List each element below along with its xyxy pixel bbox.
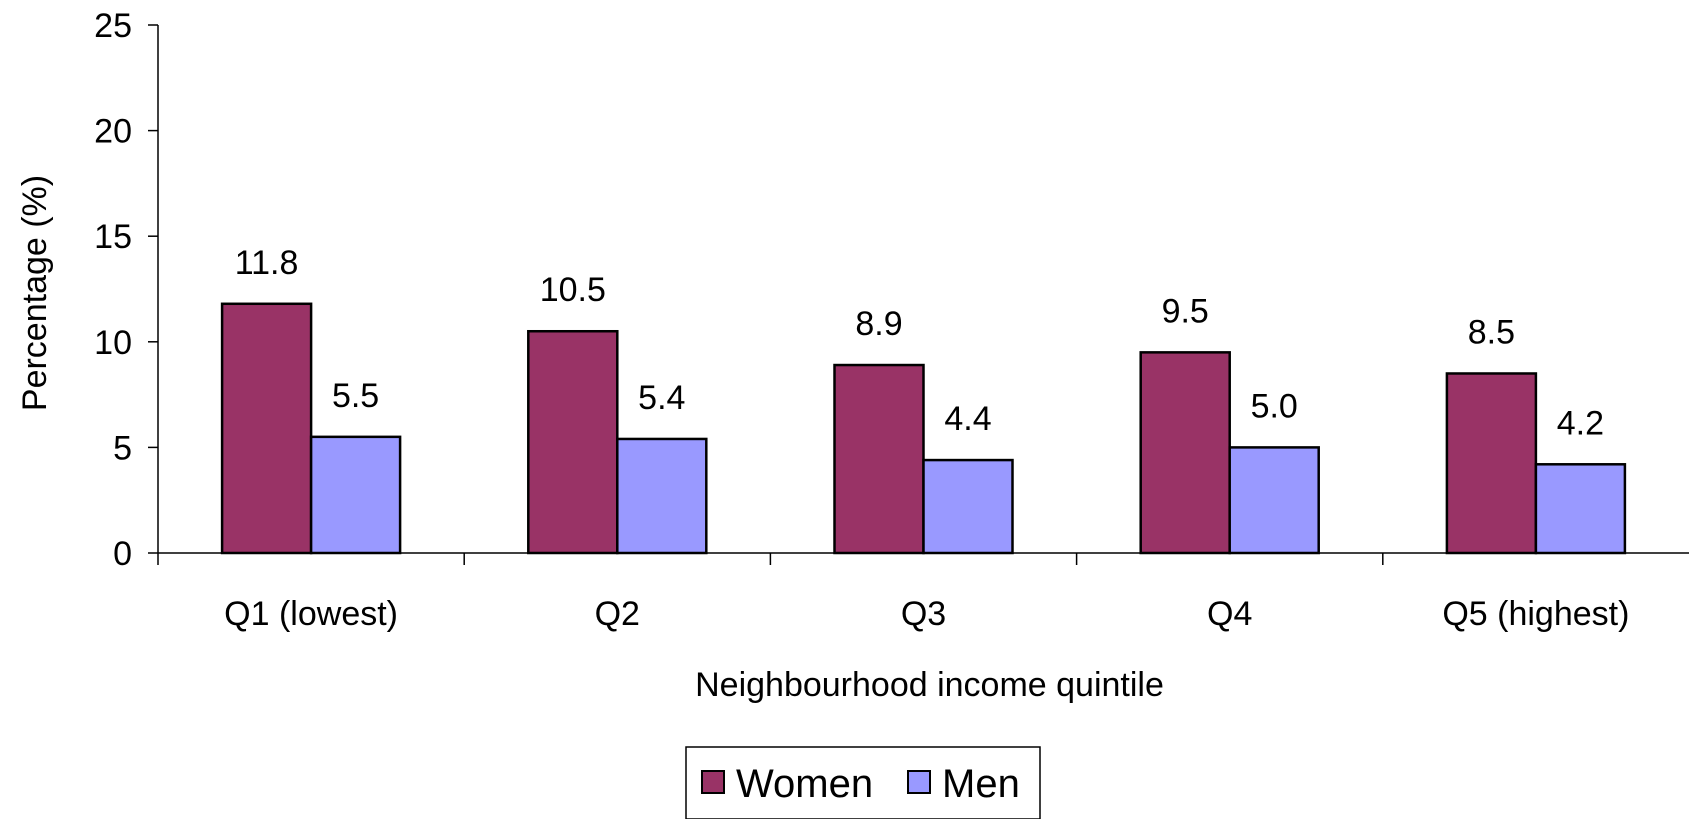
y-axis-title: Percentage (%) bbox=[16, 175, 54, 411]
x-axis bbox=[158, 552, 1689, 565]
y-tick-label: 10 bbox=[94, 324, 132, 362]
category-labels: Q1 (lowest) Q2 Q3 Q4 Q5 (highest) bbox=[224, 595, 1629, 633]
bar-men bbox=[1228, 446, 1320, 555]
legend-label-men: Men bbox=[942, 762, 1020, 806]
data-label-men: 5.5 bbox=[332, 377, 379, 415]
bar-men bbox=[1534, 463, 1627, 555]
bar-women bbox=[527, 329, 619, 555]
category-label: Q1 (lowest) bbox=[224, 595, 398, 633]
y-tick-label: 25 bbox=[94, 7, 132, 45]
y-tick-label: 5 bbox=[113, 429, 132, 467]
legend: Women Men bbox=[685, 746, 1041, 819]
category-label: Q5 (highest) bbox=[1442, 595, 1629, 633]
data-label-women: 9.5 bbox=[1162, 292, 1209, 330]
bar-women bbox=[833, 363, 925, 555]
category-label: Q2 bbox=[595, 595, 640, 633]
bar-men bbox=[922, 458, 1014, 555]
bar-women bbox=[1139, 351, 1231, 555]
legend-swatch-men bbox=[907, 770, 931, 794]
x-axis-title: Neighbourhood income quintile bbox=[695, 666, 1164, 704]
data-label-men: 4.4 bbox=[944, 400, 991, 438]
data-label-women: 11.8 bbox=[235, 244, 299, 282]
data-label-men: 5.0 bbox=[1251, 387, 1298, 425]
bar-men bbox=[309, 435, 402, 555]
data-label-men: 5.4 bbox=[638, 379, 685, 417]
data-label-women: 10.5 bbox=[540, 271, 606, 309]
legend-label-women: Women bbox=[736, 762, 873, 806]
y-tick-label: 0 bbox=[113, 535, 132, 573]
legend-box bbox=[685, 746, 1041, 819]
data-label-women: 8.5 bbox=[1468, 313, 1515, 351]
bars bbox=[220, 302, 1627, 555]
bar-women bbox=[1445, 372, 1538, 555]
y-axis: 0 5 10 15 20 25 bbox=[94, 7, 159, 573]
category-label: Q4 bbox=[1207, 595, 1252, 633]
y-tick-label: 15 bbox=[94, 218, 132, 256]
y-tick-label: 20 bbox=[94, 113, 132, 151]
data-label-women: 8.9 bbox=[855, 305, 902, 343]
data-labels: 11.8 5.5 10.5 5.4 8.9 4.4 9.5 5.0 8.5 4.2 bbox=[235, 244, 1604, 443]
category-label: Q3 bbox=[901, 595, 946, 633]
bar-women bbox=[220, 302, 313, 555]
data-label-men: 4.2 bbox=[1557, 404, 1604, 442]
legend-swatch-women bbox=[701, 770, 725, 794]
bar-men bbox=[616, 437, 708, 555]
